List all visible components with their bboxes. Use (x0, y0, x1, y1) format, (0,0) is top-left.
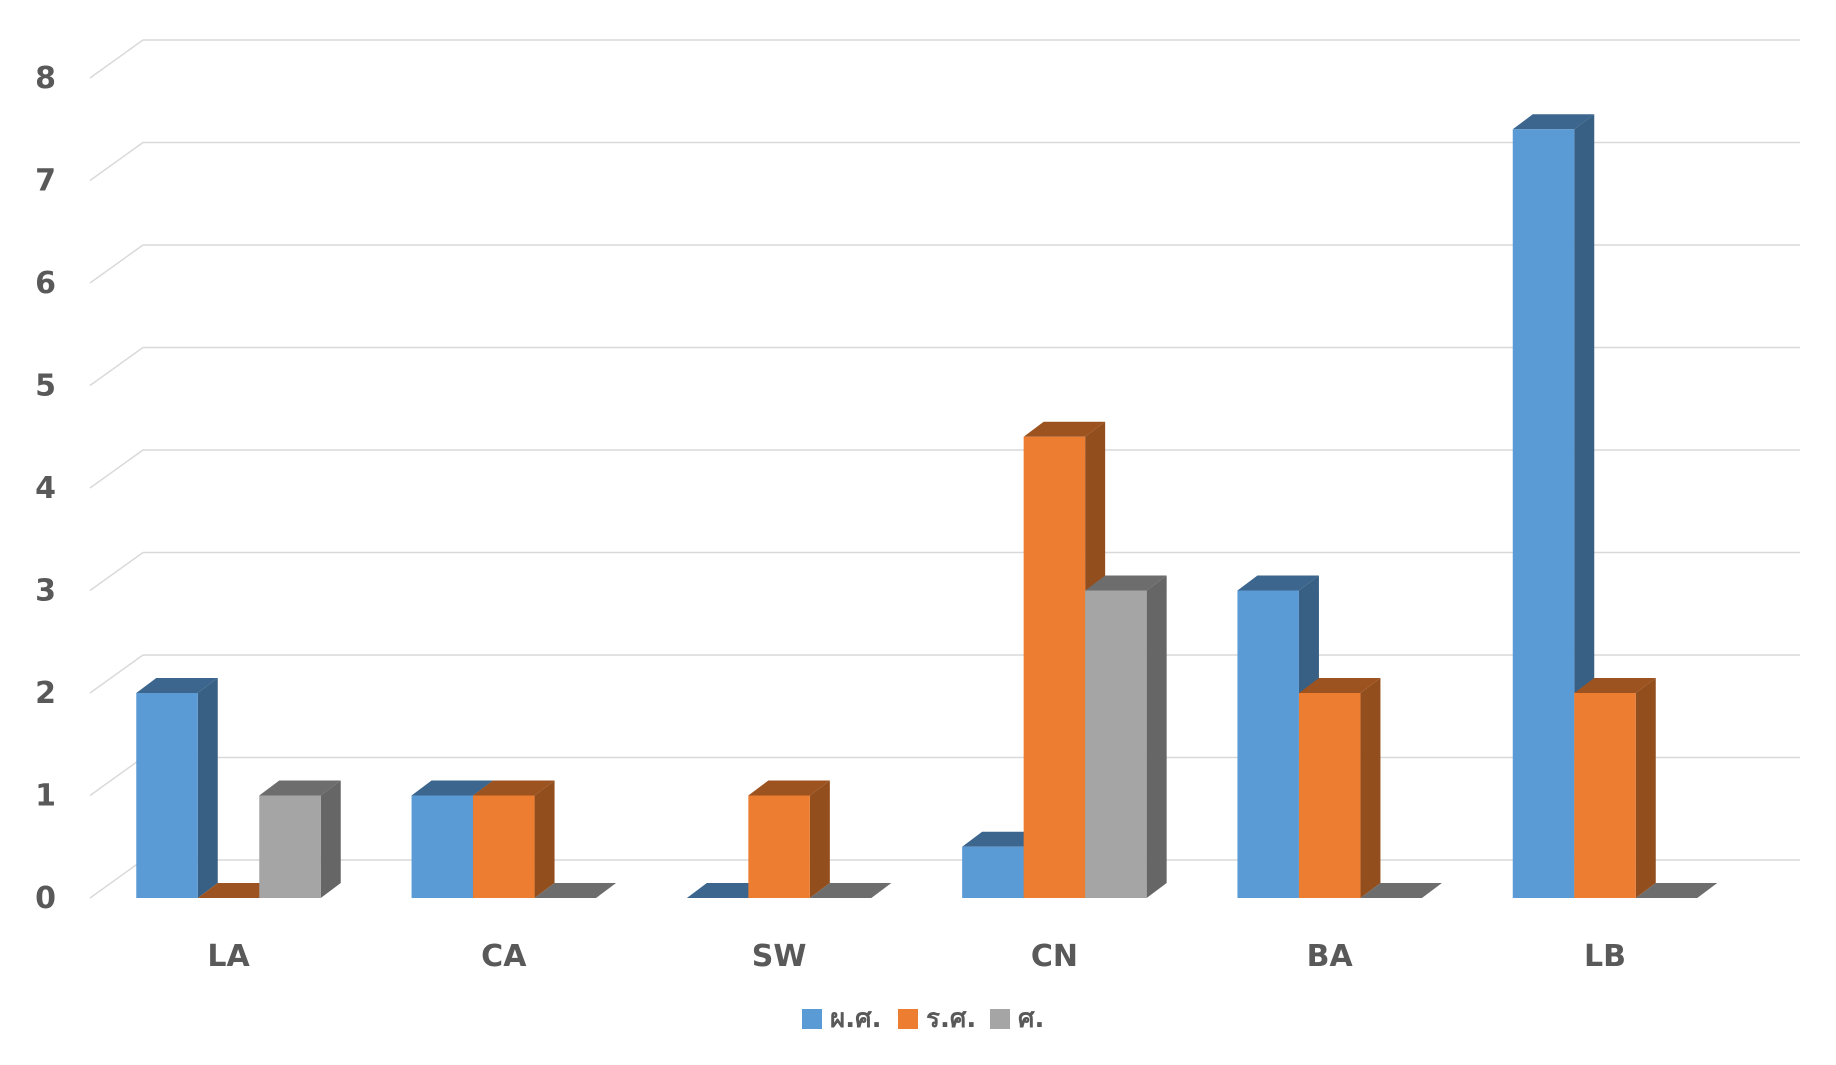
y-tick-label: 3 (35, 574, 56, 609)
bar-front (1512, 129, 1575, 898)
bar-top (962, 831, 1044, 847)
bar-side (320, 780, 341, 898)
legend-label: ศ. (1018, 1004, 1044, 1034)
bar-front (411, 795, 474, 898)
bar (473, 780, 555, 898)
legend: ผ.ศ. ร.ศ. ศ. (802, 1004, 1044, 1034)
bar-side (809, 780, 830, 898)
gridline-edge (89, 141, 144, 182)
legend-label: ร.ศ. (926, 1004, 976, 1034)
bar-front (1085, 590, 1147, 898)
bar (136, 678, 218, 898)
y-axis: 0 1 2 3 4 5 6 7 8 (35, 61, 56, 916)
bar-front (748, 795, 810, 898)
bars (136, 114, 1718, 898)
bar-top (197, 883, 280, 898)
x-tick-label: LA (207, 939, 250, 974)
legend-item: ร.ศ. (898, 1004, 976, 1034)
bar-top (411, 780, 494, 796)
legend-swatch (898, 1009, 918, 1029)
x-tick-label: CA (481, 939, 527, 974)
bar-top (1574, 678, 1656, 693)
bar-top (136, 678, 218, 693)
bar-front (259, 795, 321, 898)
bar-top (1360, 883, 1442, 898)
bar-top (1237, 575, 1319, 591)
bar (1298, 678, 1381, 898)
gridline-edge (89, 244, 144, 284)
x-tick-label: LB (1584, 939, 1626, 974)
bar-top (1298, 678, 1381, 693)
bar-top (1512, 114, 1595, 130)
bar-side (197, 678, 218, 898)
y-tick-label: 0 (35, 881, 56, 916)
bar-side (1635, 678, 1656, 898)
legend-label: ผ.ศ. (830, 1004, 882, 1034)
bar (1635, 883, 1718, 898)
gridline-edge (89, 551, 144, 592)
bar-front (962, 846, 1024, 898)
bar-top (1023, 421, 1106, 437)
bar-front (473, 795, 535, 898)
bar-side (534, 780, 555, 898)
bar-side (1146, 575, 1167, 898)
legend-swatch (990, 1009, 1010, 1029)
bar (197, 883, 280, 898)
gridline-edge (89, 859, 144, 899)
bar-top (1085, 575, 1167, 591)
x-tick-label: SW (752, 939, 807, 974)
y-tick-label: 1 (35, 779, 56, 814)
gridline-edge (89, 346, 144, 387)
gridline-edge (89, 654, 144, 694)
y-tick-label: 2 (35, 676, 56, 711)
x-tick-label: BA (1307, 939, 1354, 974)
bar (748, 780, 830, 898)
gridline-edge (89, 756, 144, 797)
bar (534, 883, 617, 898)
bar (259, 780, 341, 898)
legend-swatch (802, 1009, 822, 1029)
y-tick-label: 5 (35, 369, 56, 404)
bar-front (1298, 693, 1361, 898)
y-tick-label: 6 (35, 266, 56, 301)
gridline-edge (89, 449, 144, 489)
bar-top (473, 780, 555, 796)
y-tick-label: 7 (35, 164, 56, 199)
bar-side (1360, 678, 1381, 898)
y-tick-label: 4 (35, 471, 56, 506)
bar (1085, 575, 1167, 898)
bar (809, 883, 892, 898)
bar (1360, 883, 1442, 898)
x-axis: LA CA SW CN BA LB (207, 939, 1626, 974)
bar-front (136, 693, 198, 898)
x-tick-label: CN (1031, 939, 1078, 974)
legend-item: ผ.ศ. (802, 1004, 882, 1034)
legend-item: ศ. (990, 1004, 1044, 1034)
bar-top (809, 883, 892, 898)
bar-top (686, 883, 769, 898)
bar-front (1237, 590, 1299, 898)
bar-top (1635, 883, 1718, 898)
bar (686, 883, 769, 898)
bar-top (534, 883, 617, 898)
bar (1574, 678, 1656, 898)
gridline-edge (89, 39, 144, 79)
bar-front (1023, 436, 1086, 898)
bar-front (1574, 693, 1636, 898)
bar-top (748, 780, 830, 796)
bar-top (259, 780, 341, 796)
y-tick-label: 8 (35, 61, 56, 96)
